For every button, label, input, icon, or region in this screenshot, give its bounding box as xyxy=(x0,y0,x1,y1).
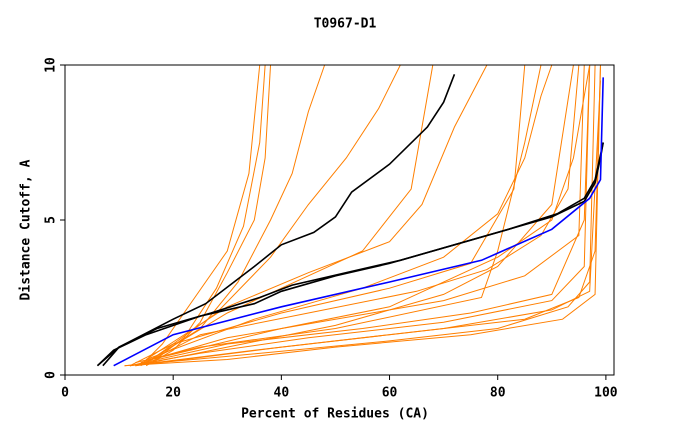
series-line xyxy=(140,64,261,367)
series-line xyxy=(140,64,585,364)
series-line xyxy=(113,77,604,367)
x-tick-label: 60 xyxy=(382,386,398,401)
series-line xyxy=(96,74,456,367)
series-line xyxy=(135,80,601,367)
x-tick-label: 80 xyxy=(490,386,506,401)
x-tick-label: 100 xyxy=(594,386,618,401)
chart-title: T0967-D1 xyxy=(314,17,377,32)
x-tick-label: 20 xyxy=(165,386,181,401)
series-line xyxy=(124,64,601,367)
plot-frame xyxy=(64,64,615,376)
y-tick-label: 5 xyxy=(44,216,59,224)
series-line xyxy=(145,64,272,367)
series-line xyxy=(135,64,574,367)
x-axis-label: Percent of Residues (CA) xyxy=(241,407,429,422)
series-line xyxy=(145,64,488,360)
series-line xyxy=(129,64,526,367)
y-tick-label: 0 xyxy=(44,371,59,379)
series-line xyxy=(129,64,591,367)
series-line xyxy=(102,142,604,367)
y-axis-label: Distance Cutoff, A xyxy=(19,159,34,300)
x-tick-label: 0 xyxy=(61,386,69,401)
series-line xyxy=(140,64,434,367)
series-line xyxy=(129,64,601,367)
series-line xyxy=(151,64,401,360)
series-line xyxy=(151,64,591,360)
y-tick-label: 10 xyxy=(44,57,59,73)
series-line xyxy=(135,64,542,364)
series-line xyxy=(129,64,591,367)
x-tick-label: 40 xyxy=(274,386,290,401)
series-line xyxy=(145,64,553,360)
series-line xyxy=(96,142,604,367)
